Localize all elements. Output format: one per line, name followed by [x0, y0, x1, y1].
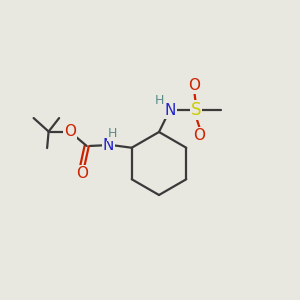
- Text: O: O: [188, 78, 200, 93]
- Text: O: O: [76, 166, 88, 181]
- Text: H: H: [154, 94, 164, 107]
- Text: S: S: [191, 101, 201, 119]
- Text: N: N: [165, 103, 176, 118]
- Text: H: H: [108, 128, 117, 140]
- Text: O: O: [194, 128, 206, 142]
- Text: N: N: [103, 138, 114, 153]
- Text: O: O: [64, 124, 76, 139]
